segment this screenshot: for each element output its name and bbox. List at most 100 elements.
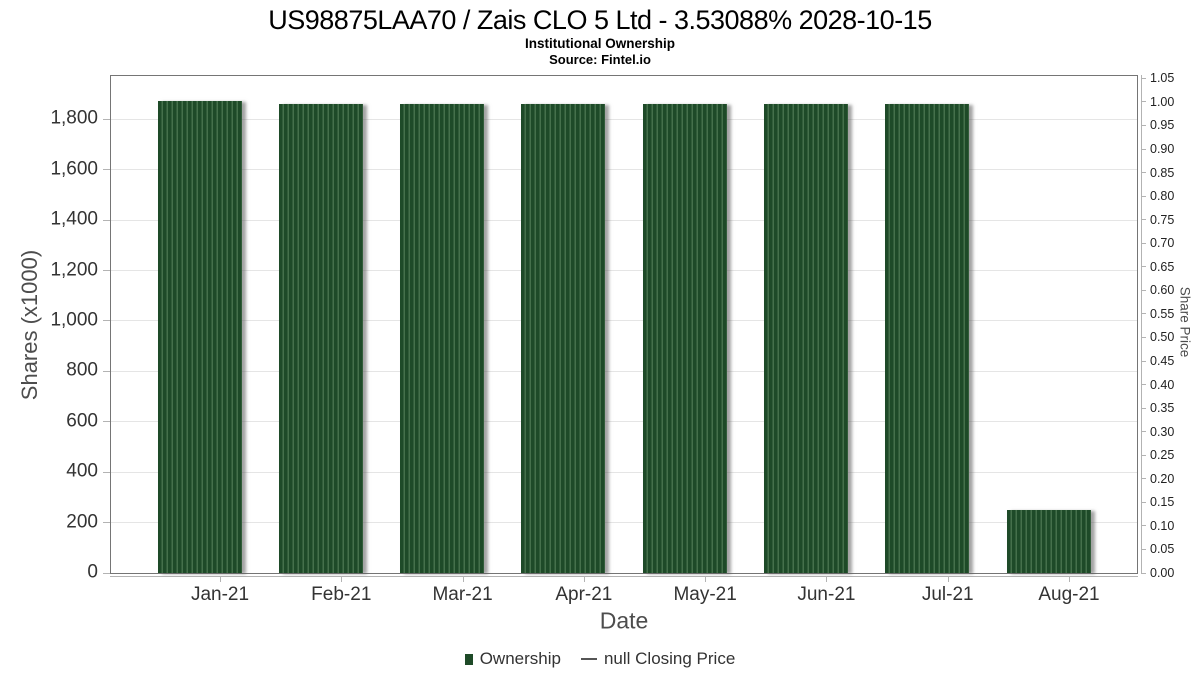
right-axis-tick: [1141, 242, 1146, 244]
right-axis-tick: [1141, 172, 1146, 174]
right-axis-tick: [1141, 336, 1146, 338]
right-axis-tick-label: 0.00: [1150, 566, 1175, 580]
y-axis-tick-label: 800: [66, 359, 98, 381]
right-axis-tick: [1141, 101, 1146, 103]
right-axis-tick: [1141, 195, 1146, 197]
right-axis-tick: [1141, 501, 1146, 503]
right-axis-tick-label: 0.15: [1150, 495, 1175, 510]
right-axis-tick-label: 0.80: [1150, 189, 1175, 204]
right-axis-tick-label: 0.90: [1150, 142, 1175, 157]
right-axis-tick-label: 1.05: [1150, 71, 1175, 86]
y-axis-title-right: Share Price: [1177, 286, 1193, 358]
y-axis-title-left: Shares (x1000): [17, 249, 42, 401]
legend-item-ownership: Ownership: [464, 649, 561, 669]
y-axis-tick-label: 1,200: [50, 259, 98, 281]
right-axis-tick-label: 0.35: [1150, 401, 1175, 416]
gridline: [111, 471, 1137, 473]
y-axis-tick: [103, 471, 110, 473]
right-axis-tick-label: 0.85: [1150, 165, 1175, 180]
x-axis-tick: [220, 576, 221, 582]
x-axis-tick-label: May-21: [673, 584, 737, 605]
right-axis-tick-label: 0.20: [1150, 471, 1175, 486]
x-axis-tick: [826, 576, 828, 582]
right-axis-tick: [1141, 289, 1146, 291]
bar-apr-21: [521, 104, 606, 573]
right-axis-tick: [1141, 525, 1146, 527]
gridline: [111, 320, 1137, 322]
y-axis-tick-label: 1,600: [50, 158, 98, 180]
plot-area: 0 200 400 600 800 1,000 1,200 1,400 1,600 1,800 0.…: [50, 71, 1174, 605]
x-axis-tick: [705, 576, 707, 582]
bar-aug-21: [1006, 510, 1091, 573]
right-axis-tick: [1141, 219, 1146, 221]
x-axis-tick-label: Jun-21: [797, 584, 856, 605]
right-axis-tick: [1141, 266, 1146, 268]
y-axis-tick-label: 1,400: [50, 208, 98, 230]
legend-price-swatch: [580, 657, 597, 661]
right-axis-tick: [1141, 313, 1146, 315]
gridline: [111, 169, 1137, 171]
y-axis-tick: [103, 421, 110, 423]
y-axis-tick-label: 1,000: [50, 309, 98, 331]
y-axis-tick-label: 0: [87, 561, 98, 583]
y-axis-tick-label: 600: [66, 410, 98, 432]
right-axis-tick-label: 0.05: [1150, 542, 1175, 557]
y-axis-tick: [103, 320, 110, 322]
right-axis-tick-label: 0.65: [1150, 259, 1175, 274]
right-axis-line: [1141, 75, 1142, 574]
legend-price-label: null Closing Price: [603, 649, 736, 668]
y-axis-tick: [103, 169, 110, 171]
chart-subtitle: Institutional Ownership: [524, 36, 675, 51]
bar-jun-21: [763, 104, 848, 573]
gridline: [111, 270, 1137, 272]
legend: Ownership null Closing Price: [0, 646, 1200, 672]
x-axis-tick: [462, 576, 464, 582]
x-axis-tick: [947, 576, 949, 582]
right-axis-tick: [1141, 384, 1146, 386]
legend-ownership-label: Ownership: [479, 649, 561, 668]
x-axis-tick-label: Jul-21: [921, 584, 974, 605]
y-axis-tick: [103, 522, 110, 524]
y-axis-tick-label: 400: [66, 460, 98, 482]
x-axis-tick: [341, 576, 343, 582]
x-axis-tick-label: Feb-21: [311, 584, 372, 605]
right-axis-tick: [1141, 407, 1146, 409]
gridline: [111, 219, 1137, 221]
y-axis-tick-label: 200: [66, 511, 98, 533]
right-axis-tick-label: 0.30: [1150, 424, 1175, 439]
y-axis-tick: [103, 370, 110, 372]
right-axis-tick-label: 0.50: [1150, 330, 1175, 345]
right-axis-tick: [1141, 548, 1146, 550]
x-axis-tick-label: Aug-21: [1038, 584, 1100, 605]
gridline: [111, 370, 1137, 372]
right-axis-tick-label: 0.10: [1150, 518, 1175, 533]
gridline: [111, 421, 1137, 423]
legend-item-closing-price: null Closing Price: [580, 649, 736, 669]
right-axis-tick-label: 0.45: [1150, 354, 1175, 368]
right-axis-tick: [1141, 431, 1146, 433]
right-axis-tick: [1141, 148, 1146, 150]
right-axis-tick: [1141, 572, 1146, 574]
gridline: [111, 118, 1137, 120]
y-axis-tick: [103, 219, 110, 221]
right-axis-tick-label: 0.25: [1150, 448, 1175, 463]
x-axis-title: Date: [599, 607, 649, 634]
x-axis-line: [110, 576, 1138, 577]
right-axis-tick: [1141, 360, 1146, 362]
bar-jan-21: [157, 101, 242, 573]
right-axis-tick: [1141, 124, 1146, 126]
bar-jul-21: [885, 104, 970, 573]
x-axis-tick: [583, 576, 585, 582]
right-axis-tick-label: 0.95: [1150, 118, 1175, 133]
y-axis-tick-label: 1,800: [50, 107, 98, 129]
bar-mar-21: [400, 104, 485, 573]
right-axis-tick: [1141, 77, 1146, 79]
right-axis-tick-label: 0.55: [1150, 306, 1175, 321]
right-axis-tick-label: 0.40: [1150, 377, 1175, 392]
gridline: [111, 522, 1137, 524]
right-axis-tick-label: 0.75: [1150, 212, 1175, 227]
right-axis-tick-label: 0.70: [1150, 236, 1175, 251]
right-axis-tick: [1141, 454, 1146, 456]
bar-may-21: [642, 104, 727, 573]
